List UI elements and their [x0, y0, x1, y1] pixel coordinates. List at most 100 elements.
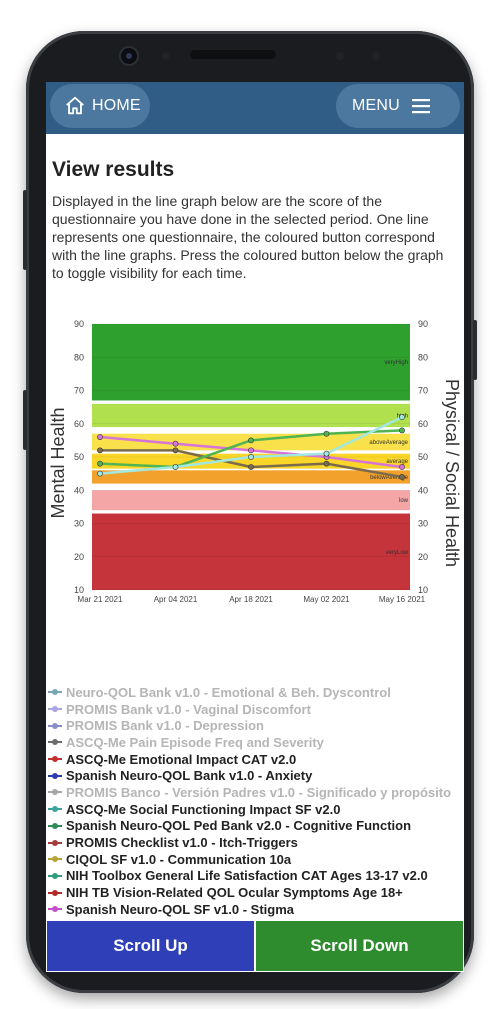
legend-item-label: ASCQ-Me Pain Episode Freq and Severity: [66, 734, 324, 750]
y-tick-label-right: 90: [418, 319, 428, 329]
home-button[interactable]: HOME: [50, 84, 150, 128]
y-tick-label-right: 30: [418, 519, 428, 529]
menu-button[interactable]: MENU: [336, 84, 460, 128]
y-tick-label-right: 40: [418, 485, 428, 495]
x-tick-label: Apr 18 2021: [229, 595, 273, 604]
legend-item-label: NIH Toolbox General Life Satisfaction CA…: [66, 868, 428, 884]
legend-line-marker-icon: [48, 687, 62, 697]
legend-line-marker-icon: [48, 721, 62, 731]
bottom-bar: Scroll Up Scroll Down: [46, 920, 464, 972]
series-point: [172, 464, 179, 470]
legend-item[interactable]: Neuro-QOL Bank v1.0 - Emotional & Beh. D…: [48, 684, 464, 701]
x-tick-label: May 02 2021: [303, 595, 350, 604]
legend-item[interactable]: Spanish Neuro-QOL Bank v1.0 - Anxiety: [48, 767, 464, 784]
home-icon: [66, 96, 84, 115]
y-tick-label-left: 40: [74, 485, 84, 495]
legend-line-marker-icon: [48, 838, 62, 848]
band-label: low: [399, 498, 409, 504]
hamburger-icon: [411, 99, 430, 114]
legend-item-label: NIH TB Vision-Related QOL Ocular Symptom…: [66, 885, 403, 901]
y-tick-label-left: 90: [74, 319, 84, 329]
series-point: [323, 430, 330, 437]
score-band: [92, 324, 410, 401]
legend-item[interactable]: NIH TB Vision-Related QOL Ocular Symptom…: [48, 884, 464, 901]
series-point: [248, 454, 254, 460]
legend-item[interactable]: PROMIS Bank v1.0 - Vaginal Discomfort: [48, 701, 464, 718]
series-point: [323, 450, 330, 457]
y-tick-label-left: 30: [74, 519, 84, 529]
legend-item[interactable]: ASCQ-Me Pain Episode Freq and Severity: [48, 734, 464, 751]
y-tick-label-left: 60: [74, 419, 84, 429]
y-tick-label-right: 70: [418, 386, 428, 396]
y-tick-label-left: 10: [74, 585, 84, 595]
scroll-down-button[interactable]: Scroll Down: [255, 920, 464, 972]
series-point: [97, 460, 103, 467]
legend-item[interactable]: PROMIS Checklist v1.0 - Itch-Triggers: [48, 834, 464, 851]
results-content: View results Displayed in the line graph…: [46, 134, 464, 920]
y-tick-label-right: 50: [418, 452, 428, 462]
menu-label: MENU: [352, 97, 400, 114]
series-point: [248, 464, 254, 470]
legend-item[interactable]: ASCQ-Me Social Functioning Impact SF v2.…: [48, 801, 464, 818]
legend-item-label: Spanish Neuro-QOL Bank v1.0 - Anxiety: [66, 768, 313, 784]
band-label: veryLow: [386, 550, 409, 556]
bixby-button: [23, 390, 27, 450]
legend-item-label: PROMIS Checklist v1.0 - Itch-Triggers: [66, 835, 298, 851]
legend-item-label: ASCQ-Me Emotional Impact CAT v2.0: [66, 751, 297, 767]
score-band: [92, 490, 410, 511]
legend-item-label: ASCQ-Me Social Functioning Impact SF v2.…: [66, 801, 341, 817]
page-title: View results: [52, 158, 175, 181]
series-point: [399, 464, 405, 470]
score-band: [92, 403, 410, 428]
legend-item-label: PROMIS Banco - Versión Padres v1.0 - Sig…: [66, 784, 452, 800]
proximity-sensor-icon: [336, 52, 344, 60]
y-tick-label-left: 80: [74, 352, 84, 362]
y-axis-title-left: Mental Health: [48, 407, 68, 518]
legend-item[interactable]: CIQOL SF v1.0 - Communication 10a: [48, 851, 464, 868]
legend-line-marker-icon: [48, 904, 62, 914]
phone-top-sensors: [119, 46, 380, 66]
series-point: [172, 440, 179, 447]
power-button: [473, 320, 477, 380]
legend-item[interactable]: ASCQ-Me Emotional Impact CAT v2.0: [48, 751, 464, 768]
series-point: [323, 460, 330, 467]
series-point: [248, 437, 254, 444]
results-line-chart: veryLow low belowAverage average aboveAverag…: [48, 319, 462, 604]
band-label: average: [386, 459, 408, 465]
y-axis-title-right: Physical / Social Health: [442, 379, 462, 567]
legend-item-label: PROMIS Bank v1.0 - Vaginal Discomfort: [66, 701, 311, 717]
score-band: [92, 513, 410, 590]
legend-line-marker-icon: [48, 704, 62, 714]
y-tick-label-left: 20: [74, 552, 84, 562]
volume-button: [23, 190, 27, 270]
x-tick-label: Mar 21 2021: [78, 595, 123, 604]
series-point: [399, 474, 405, 480]
legend-item-label: PROMIS Bank v1.0 - Depression: [66, 718, 264, 734]
home-label: HOME: [92, 97, 141, 114]
legend-item-label: Spanish Neuro-QOL Ped Bank v2.0 - Cognit…: [66, 818, 412, 834]
series-point: [248, 447, 254, 454]
y-tick-label-left: 50: [74, 452, 84, 462]
legend-item[interactable]: NIH Toolbox General Life Satisfaction CA…: [48, 868, 464, 885]
band-label: veryHigh: [384, 360, 408, 366]
legend-list: Neuro-QOL Bank v1.0 - Emotional & Beh. D…: [48, 684, 464, 918]
y-tick-label-right: 10: [418, 585, 428, 595]
page-description: Displayed in the line graph below are th…: [52, 193, 444, 281]
legend-item[interactable]: Spanish Neuro-QOL SF v1.0 - Stigma: [48, 901, 464, 918]
y-tick-label-left: 70: [74, 386, 84, 396]
series-point: [172, 447, 179, 454]
app-screen: HOME MENU View results Displayed in the …: [46, 82, 464, 972]
series-point: [399, 414, 405, 420]
legend-item[interactable]: PROMIS Bank v1.0 - Depression: [48, 717, 464, 734]
legend-item[interactable]: PROMIS Banco - Versión Padres v1.0 - Sig…: [48, 784, 464, 801]
legend-line-marker-icon: [48, 888, 62, 898]
legend-item[interactable]: Spanish Neuro-QOL Ped Bank v2.0 - Cognit…: [48, 818, 464, 835]
speaker-grille: [190, 50, 276, 59]
legend-line-marker-icon: [48, 821, 62, 831]
series-point: [97, 447, 103, 454]
band-label: aboveAverage: [369, 440, 408, 446]
legend-line-marker-icon: [48, 771, 62, 781]
legend-line-marker-icon: [48, 737, 62, 747]
legend-item-label: Neuro-QOL Bank v1.0 - Emotional & Beh. D…: [66, 684, 391, 700]
scroll-up-button[interactable]: Scroll Up: [46, 920, 255, 972]
